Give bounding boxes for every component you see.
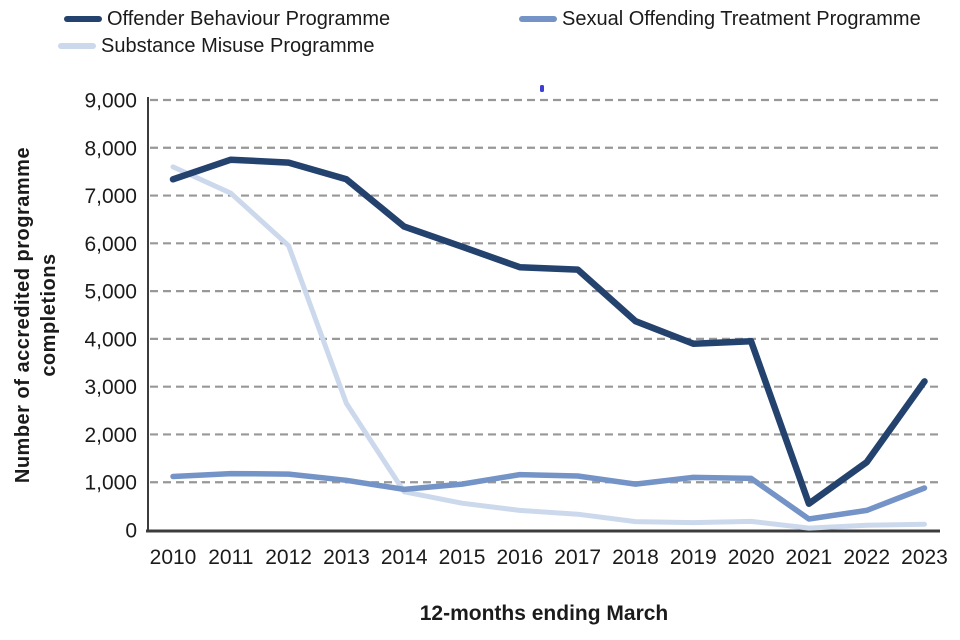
x-tick-label: 2014 <box>381 546 428 569</box>
x-tick-label: 2010 <box>150 546 197 569</box>
y-tick-label: 3,000 <box>84 376 137 399</box>
y-tick-label: 1,000 <box>84 472 137 495</box>
legend-item-sexual-offending-treatment: Sexual Offending Treatment Programme <box>519 7 921 31</box>
x-tick-label: 2017 <box>554 546 601 569</box>
legend-label: Offender Behaviour Programme <box>107 8 391 30</box>
x-tick-label: 2018 <box>612 546 659 569</box>
y-tick-label: 0 <box>125 520 137 543</box>
y-tick-label: 7,000 <box>84 185 137 208</box>
x-tick-label: 2021 <box>786 546 833 569</box>
y-axis-title-line2: completions <box>38 253 60 377</box>
y-tick-label: 8,000 <box>84 137 137 160</box>
y-tick-label: 5,000 <box>84 281 137 304</box>
y-axis-title: Number of accredited programme completio… <box>10 95 66 535</box>
x-tick-label: 2023 <box>901 546 948 569</box>
series-line-1 <box>170 470 928 522</box>
y-axis-title-line1: Number of accredited programme <box>12 146 34 484</box>
x-tick-label: 2011 <box>208 546 253 569</box>
y-tick-label: 9,000 <box>84 90 137 113</box>
x-tick-label: 2022 <box>843 546 890 569</box>
x-tick-label: 2015 <box>439 546 486 569</box>
legend-label: Substance Misuse Programme <box>101 35 375 57</box>
x-tick-label: 2019 <box>670 546 717 569</box>
legend-swatch-1 <box>519 16 557 22</box>
artifact-dot <box>540 85 544 92</box>
x-tick-label: 2013 <box>323 546 370 569</box>
legend-item-substance-misuse: Substance Misuse Programme <box>58 34 374 58</box>
x-tick-label: 2012 <box>265 546 312 569</box>
y-tick-label: 4,000 <box>84 328 137 351</box>
y-tick-label: 6,000 <box>84 233 137 256</box>
x-tick-label: 2020 <box>728 546 775 569</box>
legend-swatch-2 <box>58 43 96 49</box>
series-line-2 <box>170 164 927 531</box>
series-line-0 <box>169 156 928 507</box>
legend-swatch-0 <box>64 16 102 22</box>
x-axis-title: 12-months ending March <box>419 602 669 625</box>
y-tick-label: 2,000 <box>84 424 137 447</box>
legend-label: Sexual Offending Treatment Programme <box>562 8 921 30</box>
x-tick-label: 2016 <box>496 546 543 569</box>
legend-item-offender-behaviour: Offender Behaviour Programme <box>64 7 390 31</box>
